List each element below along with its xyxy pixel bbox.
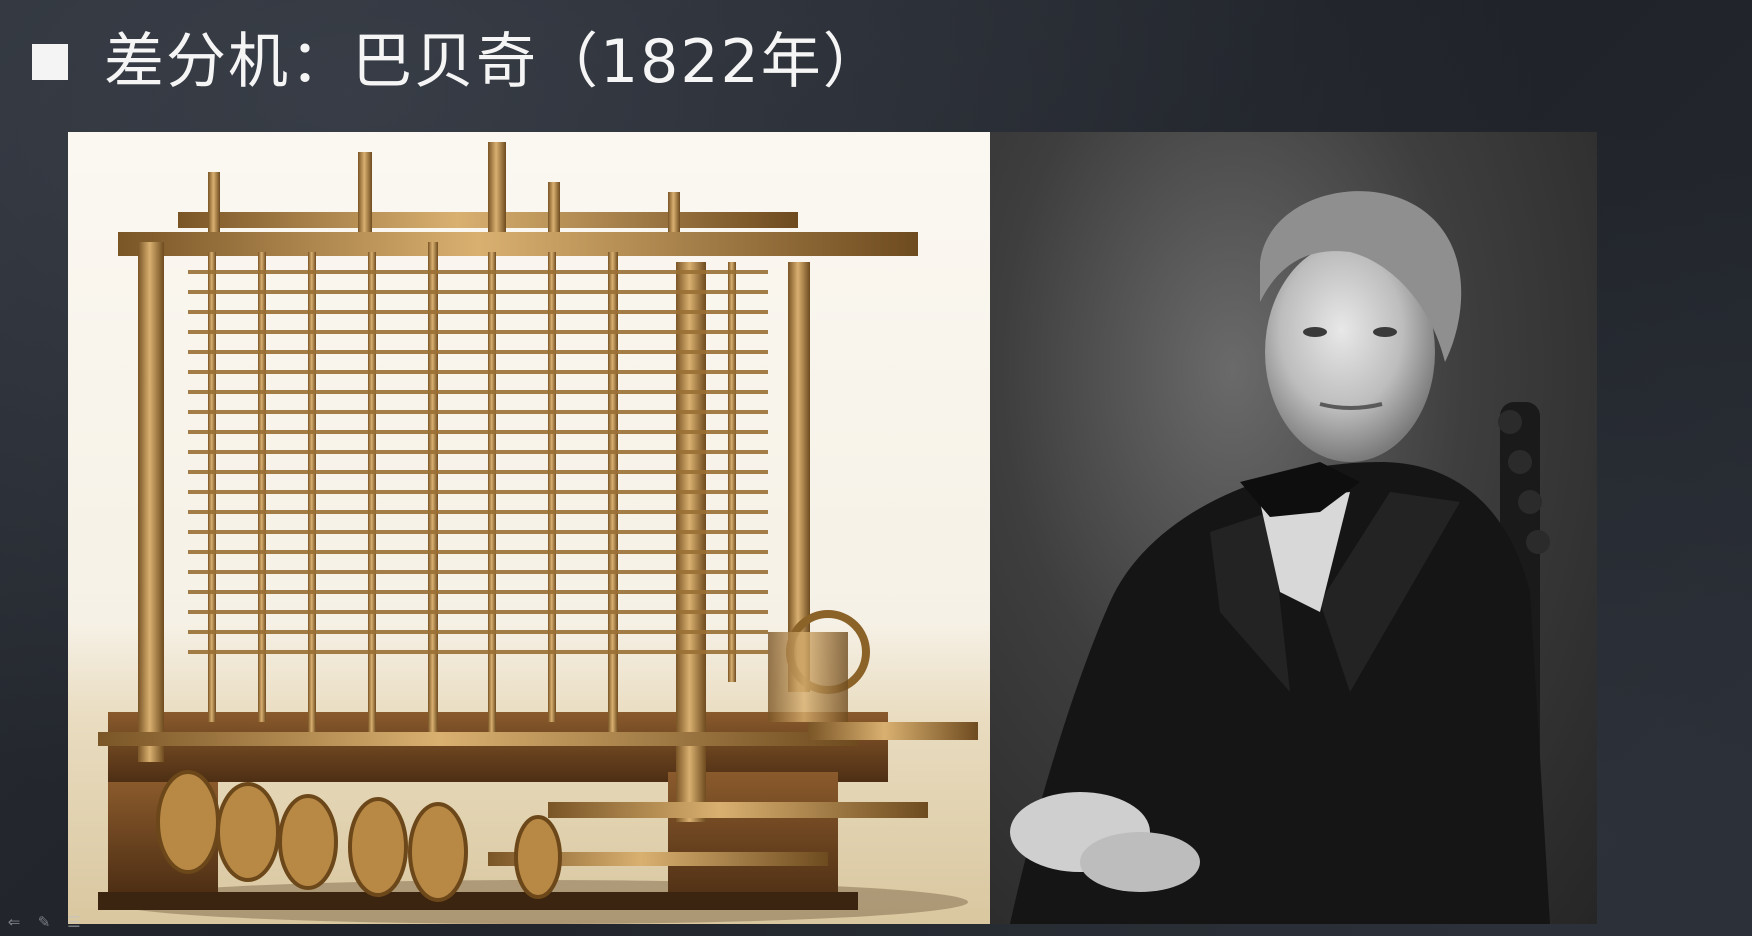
menu-icon[interactable]: ☰: [67, 913, 81, 931]
back-arrow-icon[interactable]: ⇐: [7, 913, 21, 931]
title-row: 差分机：巴贝奇（1822年）: [32, 22, 885, 102]
pen-icon[interactable]: ✎: [37, 913, 51, 931]
portrait-photo: [990, 132, 1597, 924]
slide-title: 差分机：巴贝奇（1822年）: [104, 27, 885, 97]
portrait-illustration: [1010, 191, 1550, 924]
difference-engine-illustration: [98, 142, 978, 924]
difference-engine-photo: [68, 132, 990, 924]
slide-toolbar: ⇐ ✎ ☰: [4, 912, 84, 932]
square-bullet-icon: [32, 44, 68, 80]
